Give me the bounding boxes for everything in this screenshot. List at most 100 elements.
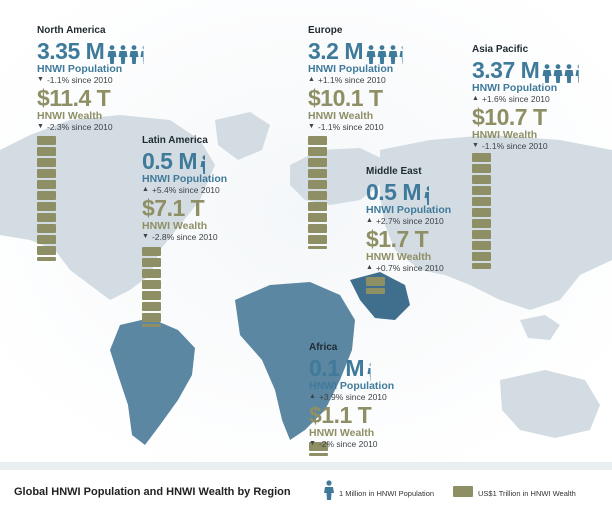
person-icon	[367, 362, 371, 381]
wealth-block	[142, 280, 161, 289]
population-label: HNWI Population	[37, 63, 123, 75]
region-africa: Africa 0.1 M HNWI Population ▲ +3.9% sinc…	[309, 342, 394, 449]
person-icon	[388, 45, 398, 64]
population-label: HNWI Population	[308, 63, 394, 75]
wealth-change: ▲ +0.7% since 2010	[366, 263, 444, 273]
wealth-value: $10.1 T	[308, 85, 383, 111]
up-arrow-icon: ▲	[366, 217, 373, 224]
region-europe: Europe 3.2 M HNWI Population ▲ +1.1% sinc…	[308, 25, 410, 132]
down-arrow-icon: ▼	[309, 440, 316, 447]
region-name: Asia Pacific	[472, 44, 529, 55]
region-name: Europe	[308, 25, 343, 36]
wealth-block	[37, 257, 56, 261]
map-africa	[235, 282, 355, 440]
population-figures	[542, 61, 586, 83]
wealth-block	[472, 263, 491, 270]
region-asia-pacific: Asia Pacific 3.37 M HNWI Population ▲ +1.…	[472, 44, 586, 151]
population-figures	[424, 183, 435, 205]
down-arrow-icon: ▼	[142, 233, 149, 240]
wealth-change: ▼ -2.3% since 2010	[37, 122, 113, 132]
wealth-block	[472, 186, 491, 195]
down-arrow-icon: ▼	[37, 123, 44, 130]
up-arrow-icon: ▲	[472, 95, 479, 102]
population-value: 3.35 M	[37, 38, 105, 64]
wealth-stack-ap	[472, 153, 491, 271]
region-name: Middle East	[366, 166, 422, 177]
map-middle-east	[350, 272, 410, 320]
wealth-block	[142, 302, 161, 311]
wealth-block-icon	[453, 486, 473, 497]
wealth-block	[308, 246, 327, 249]
region-name: North America	[37, 25, 106, 36]
population-change: ▲ +1.1% since 2010	[308, 75, 386, 85]
wealth-stack-af	[309, 442, 328, 458]
region-latin-america: Latin America 0.5 M HNWI Population ▲ +5.…	[142, 135, 227, 242]
person-icon	[107, 45, 117, 64]
wealth-label: HNWI Wealth	[366, 251, 432, 263]
map-se-asia	[520, 315, 560, 340]
person-icon	[377, 45, 387, 64]
region-name: Latin America	[142, 135, 208, 146]
person-icon	[399, 45, 403, 64]
person-icon	[366, 45, 376, 64]
wealth-block	[37, 213, 56, 222]
wealth-value: $7.1 T	[142, 195, 205, 221]
map-greenland	[215, 112, 270, 160]
population-label: HNWI Population	[142, 173, 228, 185]
legend-population-text: 1 Million in HNWI Population	[339, 489, 435, 498]
population-value: 0.5 M	[142, 148, 198, 174]
region-middle-east: Middle East 0.5 M HNWI Population ▲ +2.7%…	[366, 166, 451, 273]
map-australia	[500, 370, 600, 438]
wealth-block	[472, 208, 491, 217]
population-change: ▲ +1.6% since 2010	[472, 94, 550, 104]
population-change: ▲ +3.9% since 2010	[309, 392, 387, 402]
map-asia	[380, 135, 612, 310]
wealth-block	[308, 213, 327, 222]
down-arrow-icon: ▼	[308, 123, 315, 130]
wealth-stack-na	[37, 136, 56, 263]
wealth-block	[37, 147, 56, 156]
wealth-block	[142, 247, 161, 256]
population-figures	[200, 152, 211, 174]
wealth-block	[142, 269, 161, 278]
wealth-block	[472, 241, 491, 250]
population-change: ▲ +5.4% since 2010	[142, 185, 220, 195]
wealth-block	[472, 175, 491, 184]
population-value: 0.5 M	[366, 179, 422, 205]
wealth-block	[37, 246, 56, 255]
wealth-block	[308, 136, 327, 145]
wealth-block	[37, 235, 56, 244]
region-name: Africa	[309, 342, 338, 353]
population-value: 3.2 M	[308, 38, 364, 64]
wealth-change: ▼ -2.8% since 2010	[142, 232, 218, 242]
wealth-block	[472, 219, 491, 228]
wealth-label: HNWI Wealth	[37, 110, 103, 122]
person-icon	[542, 64, 552, 83]
wealth-block	[308, 158, 327, 167]
person-icon	[140, 45, 144, 64]
up-arrow-icon: ▲	[142, 186, 149, 193]
population-change: ▲ +2.7% since 2010	[366, 216, 444, 226]
population-label: HNWI Population	[366, 204, 452, 216]
region-north-america: North America 3.35 M HNWI Population ▼ -1…	[37, 25, 151, 132]
population-value: 0.1 M	[309, 355, 365, 381]
wealth-block	[142, 324, 161, 327]
wealth-block	[142, 258, 161, 267]
wealth-block	[37, 180, 56, 189]
wealth-block	[308, 147, 327, 156]
wealth-block	[309, 442, 328, 451]
person-icon	[118, 45, 128, 64]
wealth-block	[37, 136, 56, 145]
wealth-value: $1.7 T	[366, 226, 429, 252]
person-icon	[564, 64, 574, 83]
person-icon	[424, 186, 430, 205]
map-south-america	[110, 318, 195, 445]
wealth-block	[142, 291, 161, 300]
wealth-block	[308, 169, 327, 178]
wealth-label: HNWI Wealth	[142, 220, 208, 232]
person-icon	[200, 155, 206, 174]
wealth-change: ▼ -1.1% since 2010	[308, 122, 384, 132]
wealth-block	[472, 252, 491, 261]
world-map	[0, 0, 612, 470]
